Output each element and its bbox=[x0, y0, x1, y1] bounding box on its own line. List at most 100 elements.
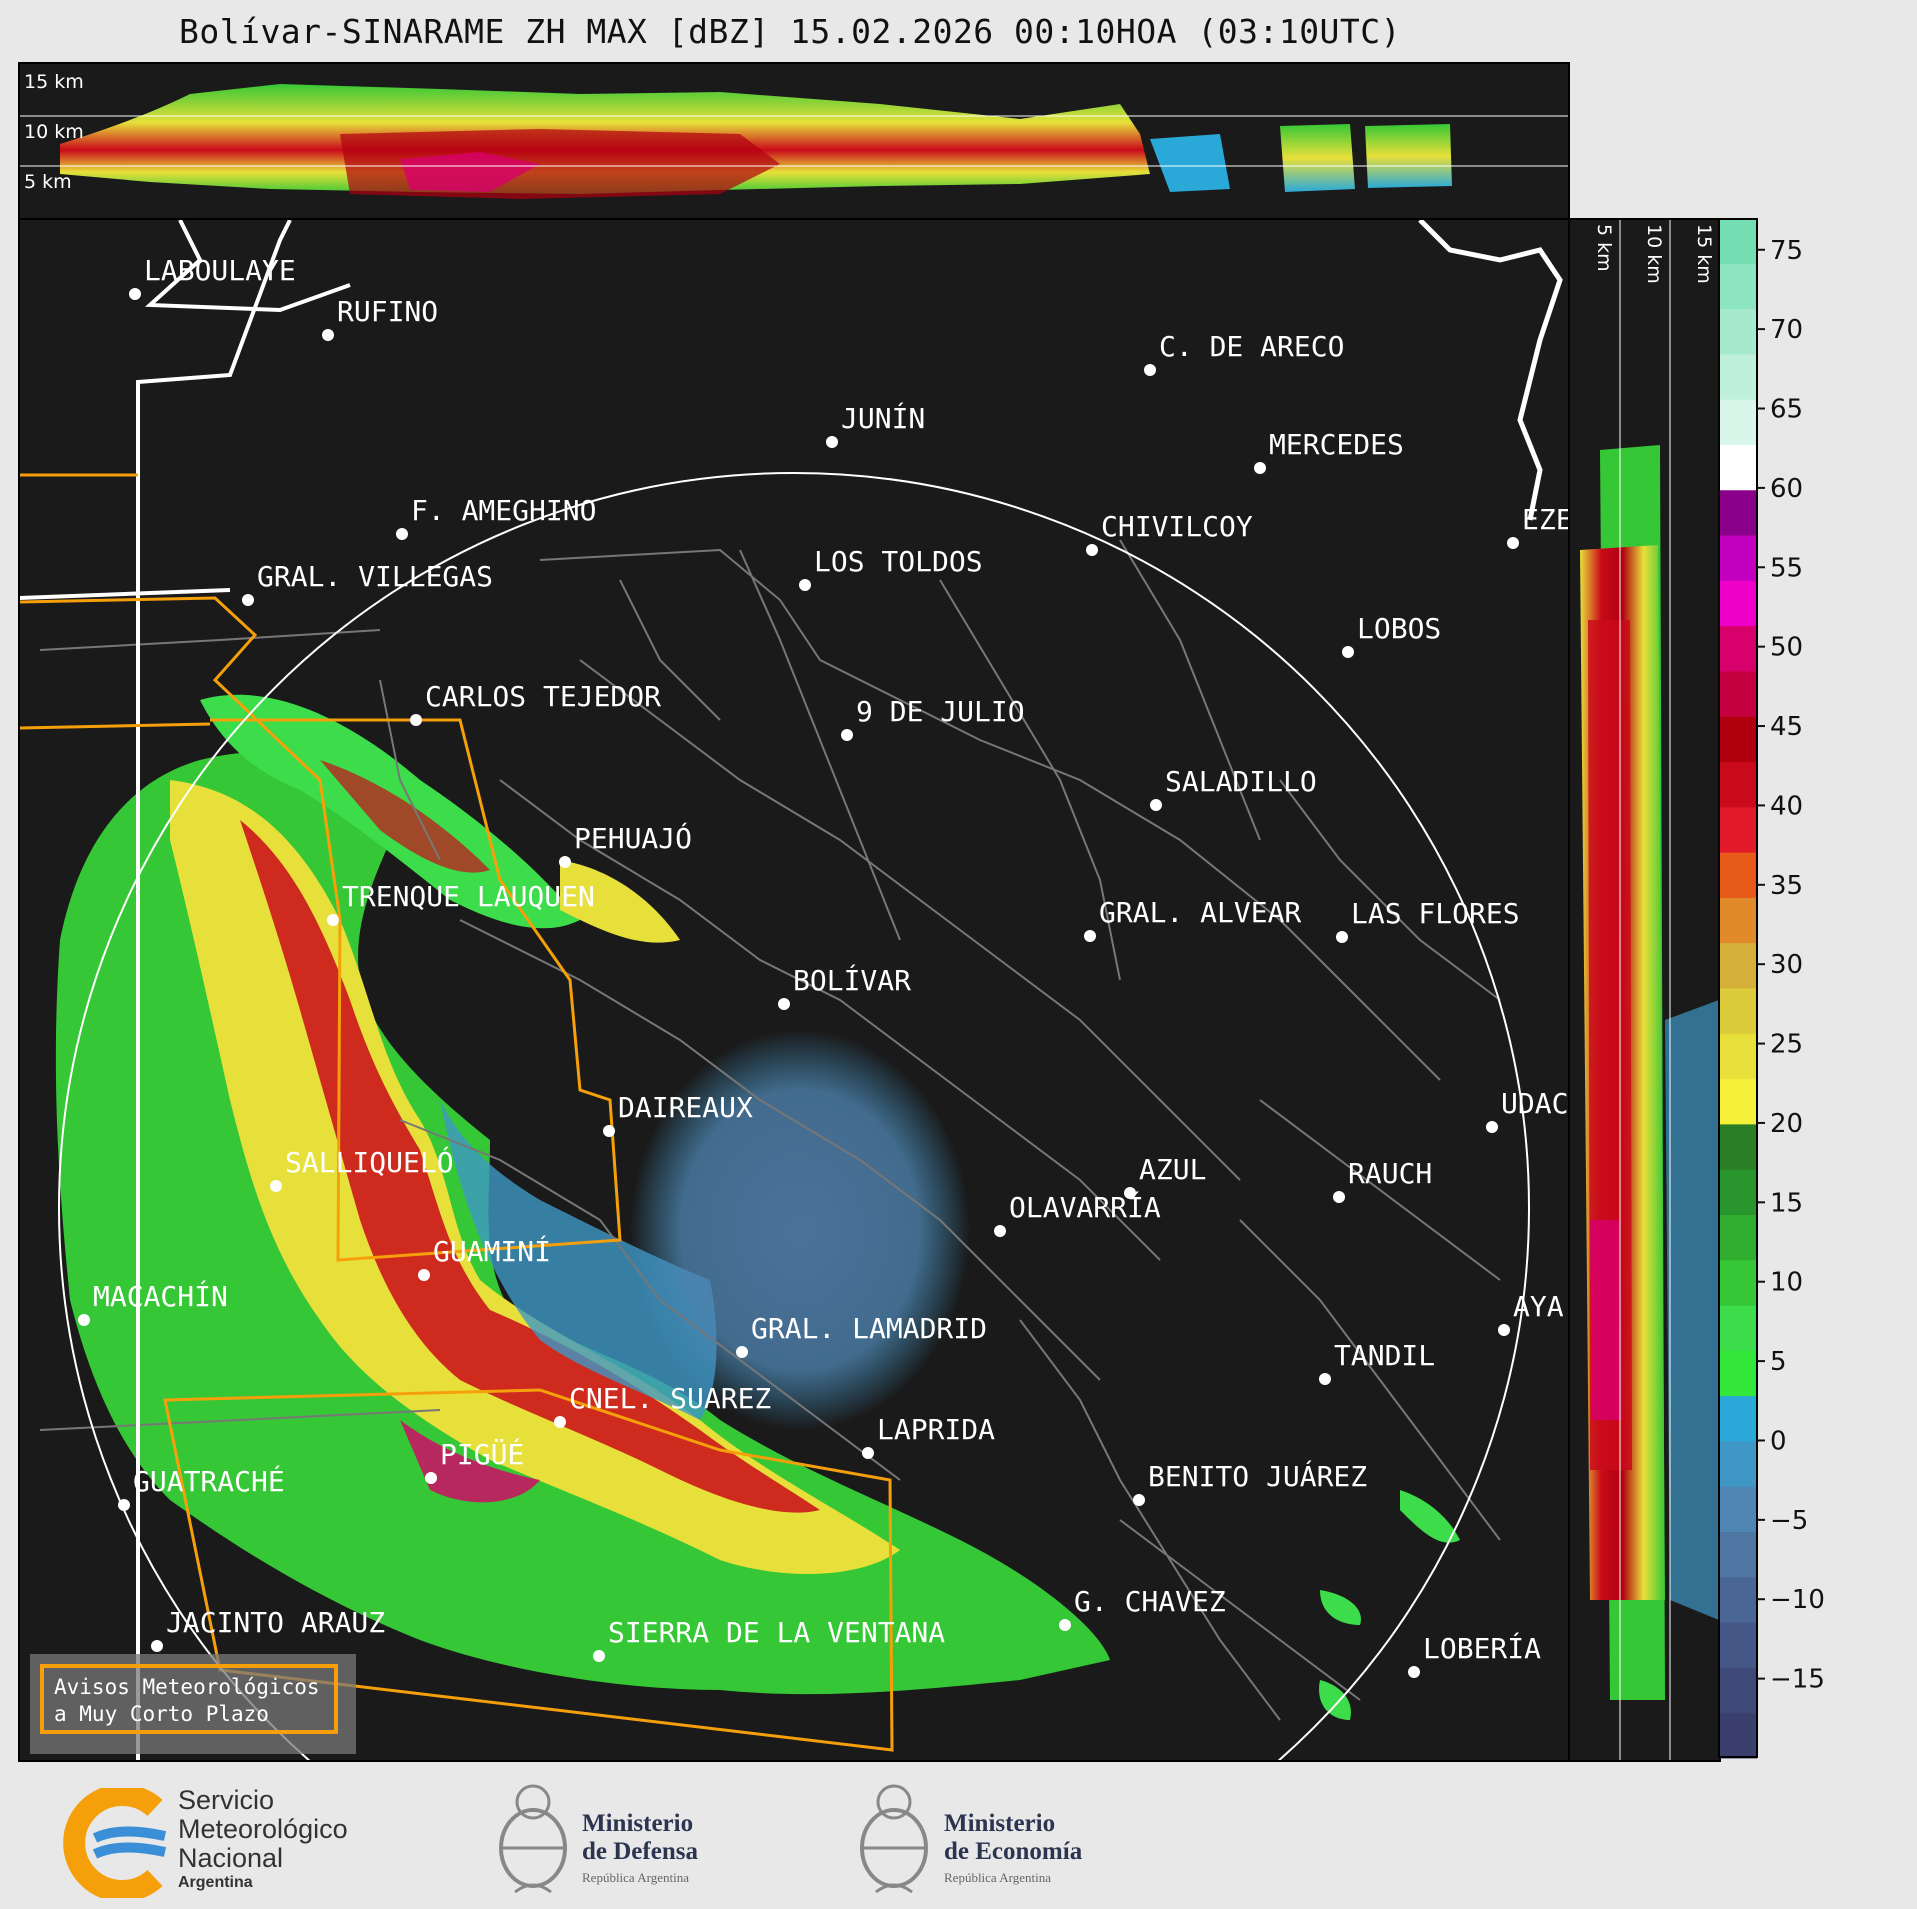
city-marker bbox=[270, 1180, 282, 1192]
city-label: LOBERÍA bbox=[1423, 1631, 1541, 1665]
colorbar-block bbox=[1719, 1440, 1757, 1487]
colorbar-tick-label: 30 bbox=[1770, 950, 1803, 980]
warning-legend-line2: a Muy Corto Plazo bbox=[54, 1702, 269, 1726]
colorbar-block bbox=[1719, 761, 1757, 808]
city-label: SALLIQUELÓ bbox=[285, 1145, 454, 1179]
colorbar-block bbox=[1719, 218, 1757, 264]
city-marker bbox=[1486, 1121, 1498, 1133]
city-label: PEHUAJÓ bbox=[574, 821, 692, 855]
radar-map-svg: LABOULAYE RUFINO C. DE ARECO JUNÍN MERCE… bbox=[20, 220, 1568, 1760]
city-label: CHIVILCOY bbox=[1101, 510, 1253, 543]
city-marker bbox=[78, 1314, 90, 1326]
side-height-label: 5 km bbox=[1593, 224, 1615, 272]
city-label: MERCEDES bbox=[1269, 428, 1404, 461]
city-marker bbox=[1059, 1619, 1071, 1631]
top-height-label: 10 km bbox=[24, 121, 84, 143]
echo-tandil-cell-2 bbox=[1320, 1590, 1361, 1625]
defensa-subtitle: de Defensa bbox=[582, 1838, 698, 1865]
city-marker bbox=[425, 1472, 437, 1484]
colorbar-tick-label: −10 bbox=[1770, 1585, 1825, 1615]
colorbar-block bbox=[1719, 1123, 1757, 1170]
colorbar-block bbox=[1719, 942, 1757, 989]
city-marker bbox=[841, 729, 853, 741]
city-label: MACACHÍN bbox=[93, 1279, 228, 1313]
precipitation-echoes bbox=[55, 694, 1460, 1720]
colorbar-tick-label: 45 bbox=[1770, 712, 1803, 742]
top-echo-cell-2 bbox=[1365, 124, 1452, 188]
city-marker bbox=[778, 998, 790, 1010]
city-marker bbox=[554, 1416, 566, 1428]
city-marker bbox=[1319, 1373, 1331, 1385]
defensa-coat-of-arms-icon bbox=[499, 1784, 567, 1894]
colorbar-block bbox=[1719, 1576, 1757, 1623]
colorbar-block bbox=[1719, 897, 1757, 944]
city-marker bbox=[1333, 1191, 1345, 1203]
footer-logos: Servicio Meteorológico Nacional Argentin… bbox=[0, 1760, 1917, 1909]
colorbar-block bbox=[1719, 1305, 1757, 1351]
city-marker bbox=[118, 1499, 130, 1511]
city-marker bbox=[826, 436, 838, 448]
city-label: TRENQUE LAUQUEN bbox=[342, 880, 595, 913]
colorbar-tick-label: 50 bbox=[1770, 633, 1803, 663]
city-marker bbox=[799, 579, 811, 591]
city-label: LABOULAYE bbox=[144, 254, 296, 287]
top-echo-weak bbox=[1150, 134, 1230, 192]
colorbar-tick-label: 60 bbox=[1770, 474, 1803, 504]
economia-title: Ministerio bbox=[944, 1810, 1056, 1837]
city-label: JACINTO ARAUZ bbox=[166, 1606, 385, 1639]
city-marker bbox=[1124, 1187, 1136, 1199]
colorbar-block bbox=[1719, 535, 1757, 581]
colorbar-block bbox=[1719, 716, 1757, 763]
colorbar-tick-label: 55 bbox=[1770, 553, 1803, 583]
radar-range-ring bbox=[58, 472, 1530, 1760]
echo-north-core bbox=[320, 760, 490, 873]
colorbar-tick-label: 0 bbox=[1770, 1426, 1787, 1456]
city-label: LOBOS bbox=[1357, 612, 1441, 645]
province-boundary bbox=[136, 220, 292, 1760]
department-boundaries bbox=[39, 539, 1501, 1721]
city-label: F. AMEGHINO bbox=[411, 494, 596, 527]
city-marker bbox=[994, 1225, 1006, 1237]
city-label: 9 DE JULIO bbox=[856, 695, 1025, 728]
top-height-profile-panel: 15 km 10 km 5 km bbox=[18, 62, 1570, 222]
colorbar-block bbox=[1719, 444, 1757, 491]
city-marker bbox=[327, 914, 339, 926]
city-label: OLAVARRÍA bbox=[1009, 1190, 1161, 1224]
coastline bbox=[1418, 220, 1563, 521]
economia-coat-of-arms-icon bbox=[860, 1784, 928, 1894]
smn-logo-text: Servicio Meteorológico Nacional Argentin… bbox=[178, 1786, 348, 1893]
colorbar-block bbox=[1719, 1259, 1757, 1306]
colorbar-block bbox=[1719, 1712, 1757, 1759]
city-marker bbox=[1086, 544, 1098, 556]
top-profile-svg: 15 km 10 km 5 km bbox=[20, 71, 1568, 199]
city-label: AYA bbox=[1513, 1290, 1564, 1323]
colorbar-tick-label: 75 bbox=[1770, 236, 1803, 266]
city-label: JUNÍN bbox=[841, 401, 925, 435]
side-height-label: 15 km bbox=[1693, 224, 1715, 284]
top-echo-cell-1 bbox=[1280, 124, 1355, 192]
city-label: GRAL. VILLEGAS bbox=[257, 560, 493, 593]
smn-logo-icon bbox=[63, 1788, 167, 1898]
colorbar-block bbox=[1719, 1395, 1757, 1442]
city-label: CNEL. SUAREZ bbox=[569, 1382, 771, 1415]
echo-yellow-band bbox=[170, 780, 900, 1574]
colorbar-block bbox=[1719, 1486, 1757, 1533]
map-title: Bolívar-SINARAME ZH MAX [dBZ] 15.02.2026… bbox=[178, 12, 1402, 51]
city-label: C. DE ARECO bbox=[1159, 330, 1344, 363]
city-marker bbox=[1507, 537, 1519, 549]
warning-legend-box: Avisos Meteorológicos a Muy Corto Plazo bbox=[30, 1654, 356, 1754]
colorbar-block bbox=[1719, 1667, 1757, 1714]
top-echo-max bbox=[400, 152, 540, 192]
colorbar-block bbox=[1719, 852, 1757, 898]
echo-tandil-cell-1 bbox=[1400, 1490, 1460, 1543]
echo-juarez-cell bbox=[1319, 1680, 1351, 1720]
city-label: RUFINO bbox=[337, 295, 438, 328]
city-marker bbox=[1498, 1324, 1510, 1336]
echo-blue-fringe bbox=[440, 1100, 717, 1420]
city-label: LAS FLORES bbox=[1351, 897, 1520, 930]
province-boundary-west bbox=[20, 588, 231, 600]
city-labels: LABOULAYE RUFINO C. DE ARECO JUNÍN MERCE… bbox=[78, 254, 1568, 1678]
colorbar-tick-label: 70 bbox=[1770, 315, 1803, 345]
economia-subtitle: de Economía bbox=[944, 1838, 1083, 1865]
